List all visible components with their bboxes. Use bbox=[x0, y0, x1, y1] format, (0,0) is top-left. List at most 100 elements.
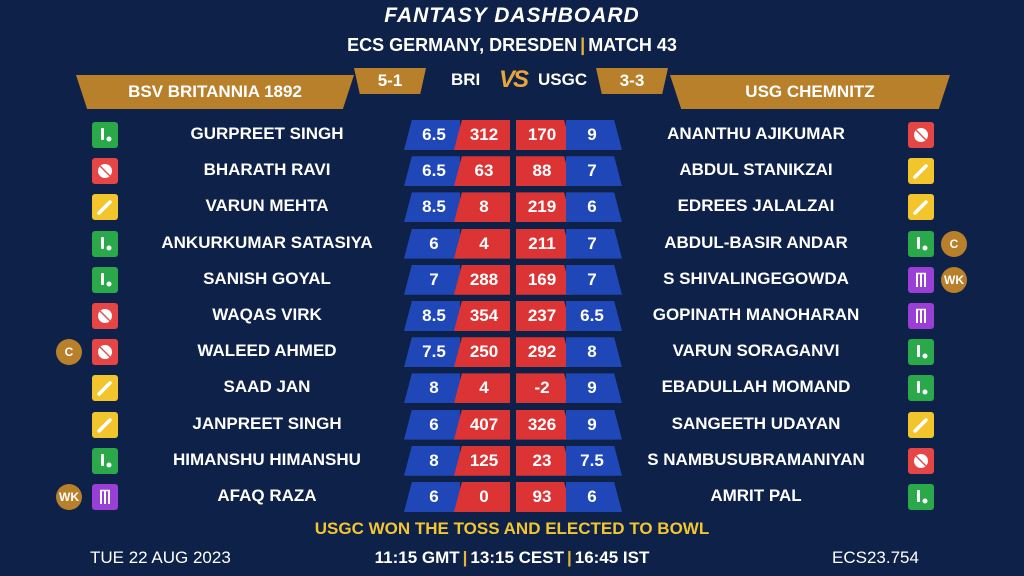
badge-left: C bbox=[56, 339, 82, 366]
player-row: ANKURKUMAR SATASIYA 6 4 211 7 ABDUL-BASIR AND… bbox=[0, 228, 1024, 259]
match-subtitle: ECS GERMANY, DRESDEN | MATCH 43 bbox=[0, 35, 1024, 56]
badge-left: WK bbox=[56, 484, 82, 510]
player-right-credit: 7.5 bbox=[566, 445, 622, 476]
player-right-points: 211 bbox=[516, 228, 572, 259]
player-right-credit: 7 bbox=[566, 264, 622, 295]
player-left-points: 250 bbox=[454, 337, 510, 368]
player-right-credit: 9 bbox=[566, 120, 622, 150]
player-right-credit: 7 bbox=[566, 156, 622, 187]
player-right-name: ABDUL STANIKZAI bbox=[679, 160, 833, 180]
venue-label: ECS GERMANY, DRESDEN bbox=[347, 35, 578, 55]
player-right-name: VARUN SORAGANVI bbox=[672, 341, 840, 361]
cricket-bat-icon bbox=[908, 158, 934, 185]
player-left-points: 407 bbox=[454, 409, 510, 440]
player-left-credit: 6.5 bbox=[404, 156, 460, 187]
bat-and-ball-icon bbox=[908, 230, 934, 257]
player-left-credit: 8 bbox=[404, 445, 460, 476]
stumps-icon bbox=[908, 266, 934, 293]
player-right-name: EDREES JALALZAI bbox=[677, 196, 835, 216]
player-left-name: HIMANSHU HIMANSHU bbox=[173, 449, 361, 469]
player-left-points: 63 bbox=[454, 156, 510, 187]
player-right-name: ABDUL-BASIR ANDAR bbox=[664, 232, 848, 252]
player-right-credit: 6 bbox=[566, 482, 622, 512]
player-left-name: WALEED AHMED bbox=[197, 341, 337, 361]
player-left-name: GURPREET SINGH bbox=[190, 124, 344, 143]
player-left-credit: 6 bbox=[404, 409, 460, 440]
player-row: C WALEED AHMED 7.5 250 292 8 VARUN SORAGANVI bbox=[0, 337, 1024, 368]
player-right-points: 93 bbox=[516, 482, 572, 512]
bat-and-ball-icon bbox=[908, 375, 934, 402]
cricket-bat-icon bbox=[908, 411, 934, 438]
player-row: SANISH GOYAL 7 288 169 7 S SHIVALINGEGOWDA WK bbox=[0, 264, 1024, 295]
toss-result: USGC WON THE TOSS AND ELECTED TO BOWL bbox=[314, 519, 710, 538]
cricket-bat-icon bbox=[92, 375, 118, 402]
time-ist: 16:45 IST bbox=[574, 548, 650, 567]
player-left-points: 354 bbox=[454, 301, 510, 331]
team-right-abbr: USGC bbox=[538, 70, 588, 89]
match-date: TUE 22 AUG 2023 bbox=[90, 548, 231, 567]
player-right-credit: 6 bbox=[566, 192, 622, 223]
player-right-credit: 9 bbox=[566, 409, 622, 440]
player-right-points: 237 bbox=[516, 301, 572, 331]
player-left-credit: 6 bbox=[404, 482, 460, 512]
player-right-name: EBADULLAH MOMAND bbox=[661, 377, 851, 397]
team-right-banner: USG CHEMNITZ bbox=[670, 75, 950, 109]
separator: | bbox=[462, 548, 468, 567]
player-row: SAAD JAN 8 4 -2 9 EBADULLAH MOMAND bbox=[0, 373, 1024, 404]
player-left-name: ANKURKUMAR SATASIYA bbox=[161, 232, 373, 252]
player-right-points: -2 bbox=[516, 373, 572, 404]
player-left-points: 0 bbox=[454, 482, 510, 512]
player-left-name: SAAD JAN bbox=[223, 377, 311, 397]
bat-and-ball-icon bbox=[908, 339, 934, 366]
player-left-name: SANISH GOYAL bbox=[203, 268, 331, 288]
bat-and-ball-icon bbox=[92, 230, 118, 257]
player-left-credit: 8.5 bbox=[404, 301, 460, 331]
player-row: HIMANSHU HIMANSHU 8 125 23 7.5 S NAMBUSUBRAMA… bbox=[0, 445, 1024, 476]
match-code: ECS23.754 bbox=[832, 548, 919, 567]
player-right-name: GOPINATH MANOHARAN bbox=[652, 305, 860, 324]
player-right-points: 170 bbox=[516, 120, 572, 150]
player-left-points: 8 bbox=[454, 192, 510, 223]
match-times: 11:15 GMT | 13:15 CEST | 16:45 IST bbox=[0, 548, 1024, 568]
player-right-points: 292 bbox=[516, 337, 572, 368]
player-row: VARUN MEHTA 8.5 8 219 6 EDREES JALALZAI bbox=[0, 192, 1024, 223]
player-left-points: 125 bbox=[454, 445, 510, 476]
team-left-abbr: BRI bbox=[451, 70, 481, 89]
cricket-ball-icon bbox=[92, 339, 118, 366]
player-right-points: 23 bbox=[516, 445, 572, 476]
player-left-points: 4 bbox=[454, 373, 510, 404]
cricket-ball-icon bbox=[92, 303, 118, 329]
time-cest: 13:15 CEST bbox=[470, 548, 564, 567]
player-left-name: WAQAS VIRK bbox=[212, 305, 322, 324]
cricket-bat-icon bbox=[908, 194, 934, 221]
player-left-credit: 8.5 bbox=[404, 192, 460, 223]
player-row: BHARATH RAVI 6.5 63 88 7 ABDUL STANIKZAI bbox=[0, 156, 1024, 187]
player-row: JANPREET SINGH 6 407 326 9 SANGEETH UDAYAN bbox=[0, 409, 1024, 440]
player-left-points: 4 bbox=[454, 228, 510, 259]
time-gmt: 11:15 GMT bbox=[374, 548, 460, 567]
player-left-points: 312 bbox=[454, 120, 510, 150]
player-left-points: 288 bbox=[454, 264, 510, 295]
separator: | bbox=[580, 35, 586, 55]
stumps-icon bbox=[92, 484, 118, 510]
team-left-banner: BSV BRITANNIA 1892 bbox=[76, 75, 354, 109]
player-right-credit: 9 bbox=[566, 373, 622, 404]
player-left-name: JANPREET SINGH bbox=[192, 413, 342, 433]
player-right-points: 326 bbox=[516, 409, 572, 440]
player-row: GURPREET SINGH 6.5 312 170 9 ANANTHU AJIKUMAR bbox=[0, 120, 1024, 150]
player-row: WK AFAQ RAZA 6 0 93 6 AMRIT PAL bbox=[0, 482, 1024, 512]
player-right-name: S NAMBUSUBRAMANIYAN bbox=[647, 449, 865, 469]
player-right-points: 88 bbox=[516, 156, 572, 187]
player-right-points: 169 bbox=[516, 264, 572, 295]
cricket-bat-icon bbox=[92, 194, 118, 221]
player-left-credit: 6.5 bbox=[404, 120, 460, 150]
bat-and-ball-icon bbox=[92, 122, 118, 148]
team-right-score: 3-3 bbox=[596, 68, 668, 94]
player-right-credit: 7 bbox=[566, 228, 622, 259]
player-right-credit: 8 bbox=[566, 337, 622, 368]
bat-and-ball-icon bbox=[92, 266, 118, 293]
separator: | bbox=[566, 548, 572, 567]
team-left-score: 5-1 bbox=[354, 68, 426, 94]
cricket-bat-icon bbox=[92, 411, 118, 438]
badge-right: C bbox=[941, 230, 967, 257]
